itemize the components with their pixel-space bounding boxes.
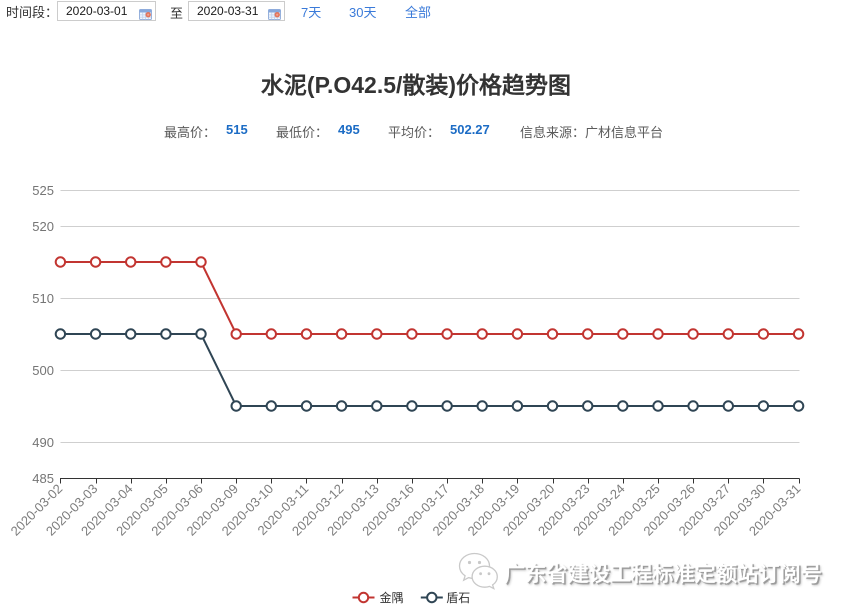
svg-text:520: 520 [32, 219, 54, 234]
svg-text:500: 500 [32, 363, 54, 378]
svg-text:525: 525 [32, 183, 54, 198]
svg-text:金隅: 金隅 [380, 590, 404, 605]
svg-text:盾石: 盾石 [446, 591, 470, 605]
svg-text:490: 490 [32, 435, 54, 450]
svg-text:485: 485 [32, 471, 54, 486]
svg-text:510: 510 [32, 291, 54, 306]
